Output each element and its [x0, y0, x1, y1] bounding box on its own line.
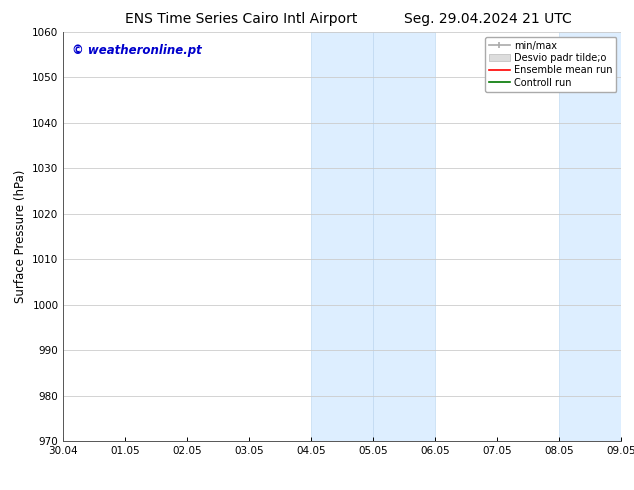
Text: © weatheronline.pt: © weatheronline.pt — [72, 44, 202, 57]
Legend: min/max, Desvio padr tilde;o, Ensemble mean run, Controll run: min/max, Desvio padr tilde;o, Ensemble m… — [485, 37, 616, 92]
Bar — [559, 32, 621, 441]
Y-axis label: Surface Pressure (hPa): Surface Pressure (hPa) — [14, 170, 27, 303]
Text: Seg. 29.04.2024 21 UTC: Seg. 29.04.2024 21 UTC — [404, 12, 572, 26]
Bar — [311, 32, 373, 441]
Text: ENS Time Series Cairo Intl Airport: ENS Time Series Cairo Intl Airport — [125, 12, 357, 26]
Bar — [373, 32, 436, 441]
